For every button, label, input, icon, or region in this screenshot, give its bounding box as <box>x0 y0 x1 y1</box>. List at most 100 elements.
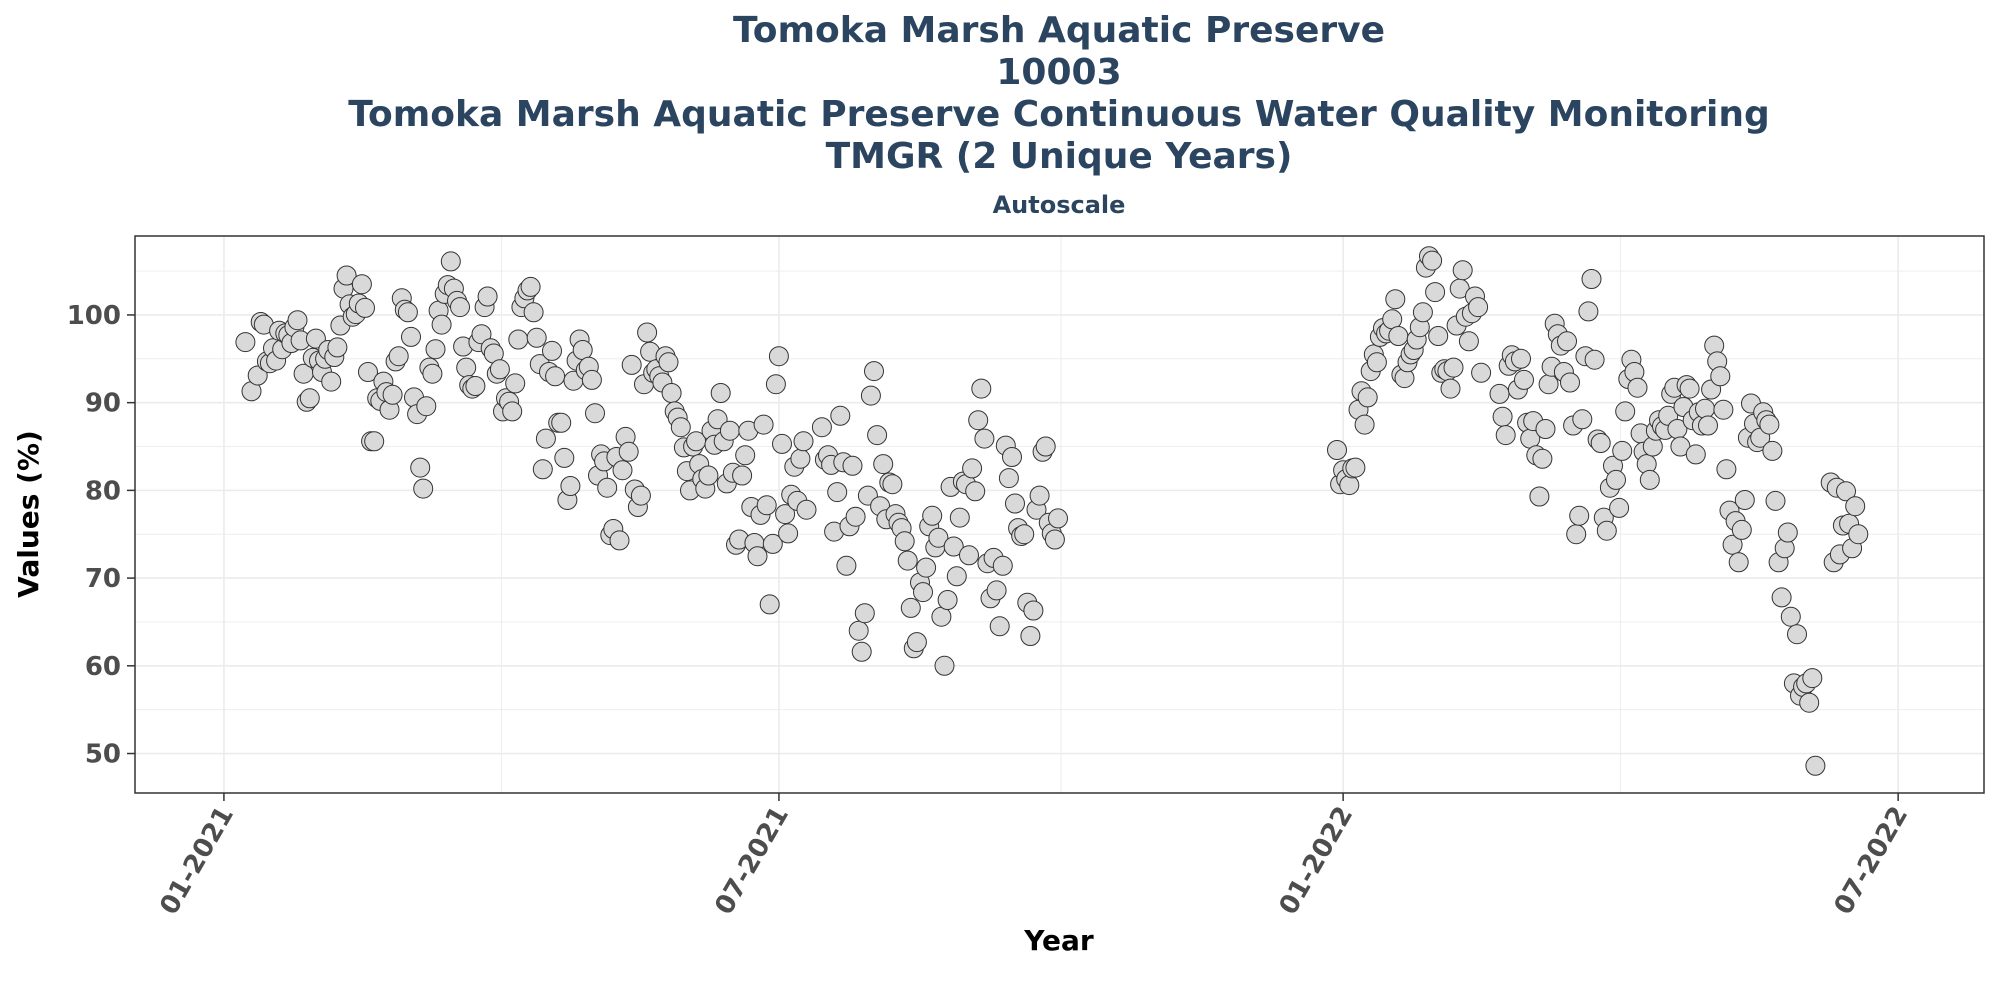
data-point <box>351 274 372 295</box>
data-point <box>1357 387 1378 408</box>
chart-title: Tomoka Marsh Aquatic Preserve 10003 Tomo… <box>348 10 1769 177</box>
data-point <box>1590 433 1611 453</box>
data-point <box>747 546 768 567</box>
data-point <box>1014 524 1035 545</box>
data-point <box>1609 497 1630 518</box>
data-point <box>1805 755 1826 776</box>
data-point <box>842 455 863 476</box>
data-point <box>845 506 866 527</box>
data-point <box>661 383 682 403</box>
data-point <box>906 632 927 653</box>
data-point <box>597 477 618 498</box>
x-tick-label: 01-2022 <box>1274 802 1360 920</box>
data-point <box>450 297 470 318</box>
data-point <box>900 597 921 618</box>
y-tick-label: 70 <box>85 564 121 594</box>
data-point <box>1535 419 1556 439</box>
data-point <box>440 251 461 272</box>
data-point <box>581 369 602 390</box>
data-point <box>526 327 547 348</box>
data-point <box>882 474 903 495</box>
data-point <box>860 385 881 406</box>
data-point <box>1425 282 1446 303</box>
data-point <box>811 417 832 438</box>
data-point <box>585 403 605 424</box>
data-point <box>637 322 658 343</box>
x-axis: 01-2021 07-2021 01-2022 07-2022 <box>154 793 1914 920</box>
data-point <box>931 606 952 627</box>
data-point <box>1560 372 1580 393</box>
data-point <box>670 417 691 438</box>
data-point <box>937 590 958 610</box>
data-point <box>1412 302 1433 323</box>
data-point <box>1679 378 1700 399</box>
data-point <box>554 447 575 468</box>
data-point <box>321 371 342 392</box>
data-point <box>358 362 378 382</box>
data-point <box>775 504 796 525</box>
data-point <box>1388 326 1409 346</box>
data-point <box>756 495 777 516</box>
data-point <box>1471 362 1492 383</box>
data-point <box>1848 524 1869 545</box>
data-point <box>489 359 510 380</box>
data-point <box>1327 440 1347 460</box>
data-point <box>1695 398 1715 419</box>
data-point <box>1685 444 1706 465</box>
data-point <box>505 373 526 394</box>
data-point <box>456 357 477 378</box>
data-point <box>989 616 1010 637</box>
data-point <box>1777 522 1798 543</box>
data-point <box>946 566 967 587</box>
x-axis-label: Year <box>1023 924 1094 957</box>
data-point <box>299 388 320 409</box>
data-point <box>1566 524 1587 545</box>
data-point <box>572 340 593 360</box>
data-point <box>336 265 357 286</box>
data-point <box>1005 493 1025 514</box>
data-point <box>1345 457 1366 478</box>
data-point <box>922 505 943 526</box>
chart-subtitle: Autoscale <box>993 191 1126 219</box>
data-point <box>1443 357 1464 378</box>
data-point <box>401 326 421 347</box>
y-tick-label: 60 <box>85 652 121 682</box>
data-point <box>1029 485 1050 506</box>
data-point <box>397 302 418 323</box>
data-point <box>1802 668 1823 689</box>
data-point <box>1440 378 1461 399</box>
data-point <box>1710 366 1731 387</box>
data-point <box>707 409 728 430</box>
data-point <box>382 384 403 405</box>
data-point <box>502 401 523 422</box>
data-point <box>1557 331 1577 352</box>
data-point <box>768 346 789 367</box>
y-tick-label: 90 <box>85 389 121 419</box>
data-point <box>1780 606 1801 627</box>
data-point <box>1578 301 1599 322</box>
data-point <box>431 314 452 335</box>
data-point <box>986 580 1007 601</box>
title-line-1: Tomoka Marsh Aquatic Preserve <box>733 10 1385 51</box>
data-point <box>854 603 875 624</box>
data-point <box>1606 469 1626 490</box>
data-point <box>1584 349 1605 370</box>
y-tick-label: 100 <box>67 301 121 331</box>
data-point <box>897 550 918 571</box>
data-point <box>753 414 774 435</box>
data-point <box>523 302 544 323</box>
plot-border <box>134 235 1985 794</box>
data-point <box>1002 447 1022 467</box>
data-point <box>1354 414 1375 435</box>
data-point <box>1765 490 1786 511</box>
data-point <box>532 459 553 480</box>
data-point <box>873 454 894 475</box>
title-line-3: Tomoka Marsh Aquatic Preserve Continuous… <box>348 94 1769 135</box>
data-point <box>477 286 498 307</box>
data-point <box>796 499 817 520</box>
data-point <box>762 533 783 554</box>
data-point <box>1529 486 1550 507</box>
grid-lines <box>135 236 1984 793</box>
data-point <box>710 383 731 403</box>
